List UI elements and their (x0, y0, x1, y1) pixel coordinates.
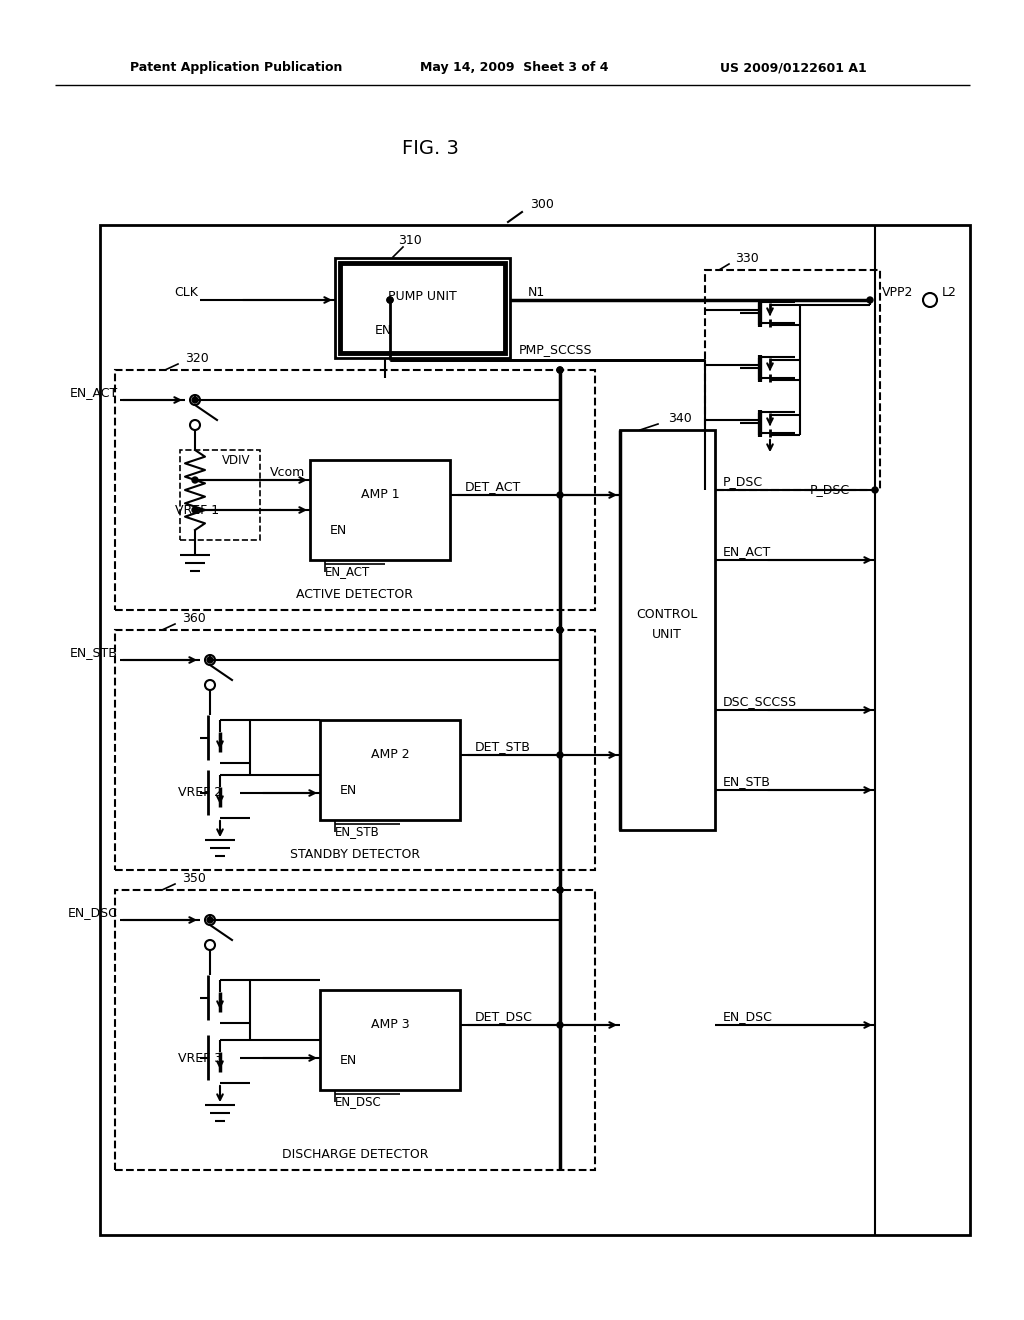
Text: N1: N1 (528, 285, 545, 298)
Text: EN_DSC: EN_DSC (69, 907, 118, 920)
Bar (310, 459, 450, 560)
Circle shape (193, 507, 198, 513)
Circle shape (557, 752, 563, 758)
Circle shape (387, 297, 393, 304)
Circle shape (557, 1022, 563, 1028)
Bar (340, 263, 505, 352)
Text: 310: 310 (398, 234, 422, 247)
Text: 330: 330 (735, 252, 759, 264)
Circle shape (557, 627, 563, 634)
Text: VDIV: VDIV (222, 454, 251, 466)
Text: 350: 350 (182, 871, 206, 884)
Text: EN_ACT: EN_ACT (723, 545, 771, 558)
Circle shape (557, 887, 563, 894)
Text: EN: EN (340, 784, 357, 796)
Text: 300: 300 (530, 198, 554, 211)
Text: AMP 3: AMP 3 (371, 1019, 410, 1031)
Circle shape (557, 492, 563, 498)
Text: AMP 1: AMP 1 (360, 488, 399, 502)
Text: L2: L2 (942, 285, 956, 298)
Text: DET_DSC: DET_DSC (475, 1011, 532, 1023)
Text: DET_ACT: DET_ACT (465, 480, 521, 494)
Text: STANDBY DETECTOR: STANDBY DETECTOR (290, 849, 420, 862)
Bar (115, 890, 595, 1170)
Text: EN_DSC: EN_DSC (723, 1011, 773, 1023)
Text: PUMP UNIT: PUMP UNIT (388, 289, 457, 302)
Text: DET_STB: DET_STB (475, 741, 530, 754)
Circle shape (557, 367, 563, 374)
Bar (620, 430, 715, 830)
Text: PMP_SCCSS: PMP_SCCSS (518, 343, 592, 356)
Text: EN_ACT: EN_ACT (325, 565, 371, 578)
Text: May 14, 2009  Sheet 3 of 4: May 14, 2009 Sheet 3 of 4 (420, 62, 608, 74)
Text: P_DSC: P_DSC (810, 483, 850, 496)
Circle shape (557, 367, 563, 374)
Bar (115, 630, 595, 870)
Circle shape (872, 487, 878, 492)
Text: UNIT: UNIT (652, 628, 682, 642)
Text: EN_STB: EN_STB (723, 776, 771, 788)
Circle shape (193, 477, 198, 483)
Circle shape (193, 397, 198, 403)
Text: DISCHARGE DETECTOR: DISCHARGE DETECTOR (282, 1148, 428, 1162)
Text: AMP 2: AMP 2 (371, 748, 410, 762)
Text: Vcom: Vcom (269, 466, 305, 479)
Circle shape (207, 657, 213, 663)
Bar (180, 450, 260, 540)
Text: EN_DSC: EN_DSC (335, 1096, 382, 1109)
Text: FIG. 3: FIG. 3 (401, 139, 459, 157)
Bar (319, 990, 460, 1090)
Text: ACTIVE DETECTOR: ACTIVE DETECTOR (297, 589, 414, 602)
Text: EN_ACT: EN_ACT (70, 387, 118, 400)
Text: P_DSC: P_DSC (723, 475, 763, 488)
Text: CLK: CLK (174, 285, 198, 298)
Circle shape (207, 917, 213, 923)
Circle shape (867, 297, 873, 304)
Circle shape (387, 297, 393, 304)
Bar (705, 271, 880, 490)
Text: 320: 320 (185, 351, 209, 364)
Text: DSC_SCCSS: DSC_SCCSS (723, 696, 797, 709)
Text: CONTROL: CONTROL (636, 609, 697, 622)
Text: Patent Application Publication: Patent Application Publication (130, 62, 342, 74)
Bar (100, 224, 970, 1236)
Text: EN: EN (330, 524, 347, 536)
Text: EN: EN (375, 323, 392, 337)
Bar (319, 719, 460, 820)
Text: EN_STB: EN_STB (335, 825, 380, 838)
Bar (335, 257, 510, 358)
Text: EN_STB: EN_STB (70, 647, 118, 660)
Text: US 2009/0122601 A1: US 2009/0122601 A1 (720, 62, 866, 74)
Text: VREF 1: VREF 1 (175, 503, 219, 516)
Circle shape (557, 627, 563, 634)
Text: 340: 340 (668, 412, 692, 425)
Text: 360: 360 (182, 611, 206, 624)
Bar (115, 370, 595, 610)
Text: EN: EN (340, 1053, 357, 1067)
Text: VREF 3: VREF 3 (178, 1052, 222, 1064)
Text: VPP2: VPP2 (882, 285, 913, 298)
Text: VREF 2: VREF 2 (178, 787, 222, 800)
Circle shape (557, 887, 563, 894)
